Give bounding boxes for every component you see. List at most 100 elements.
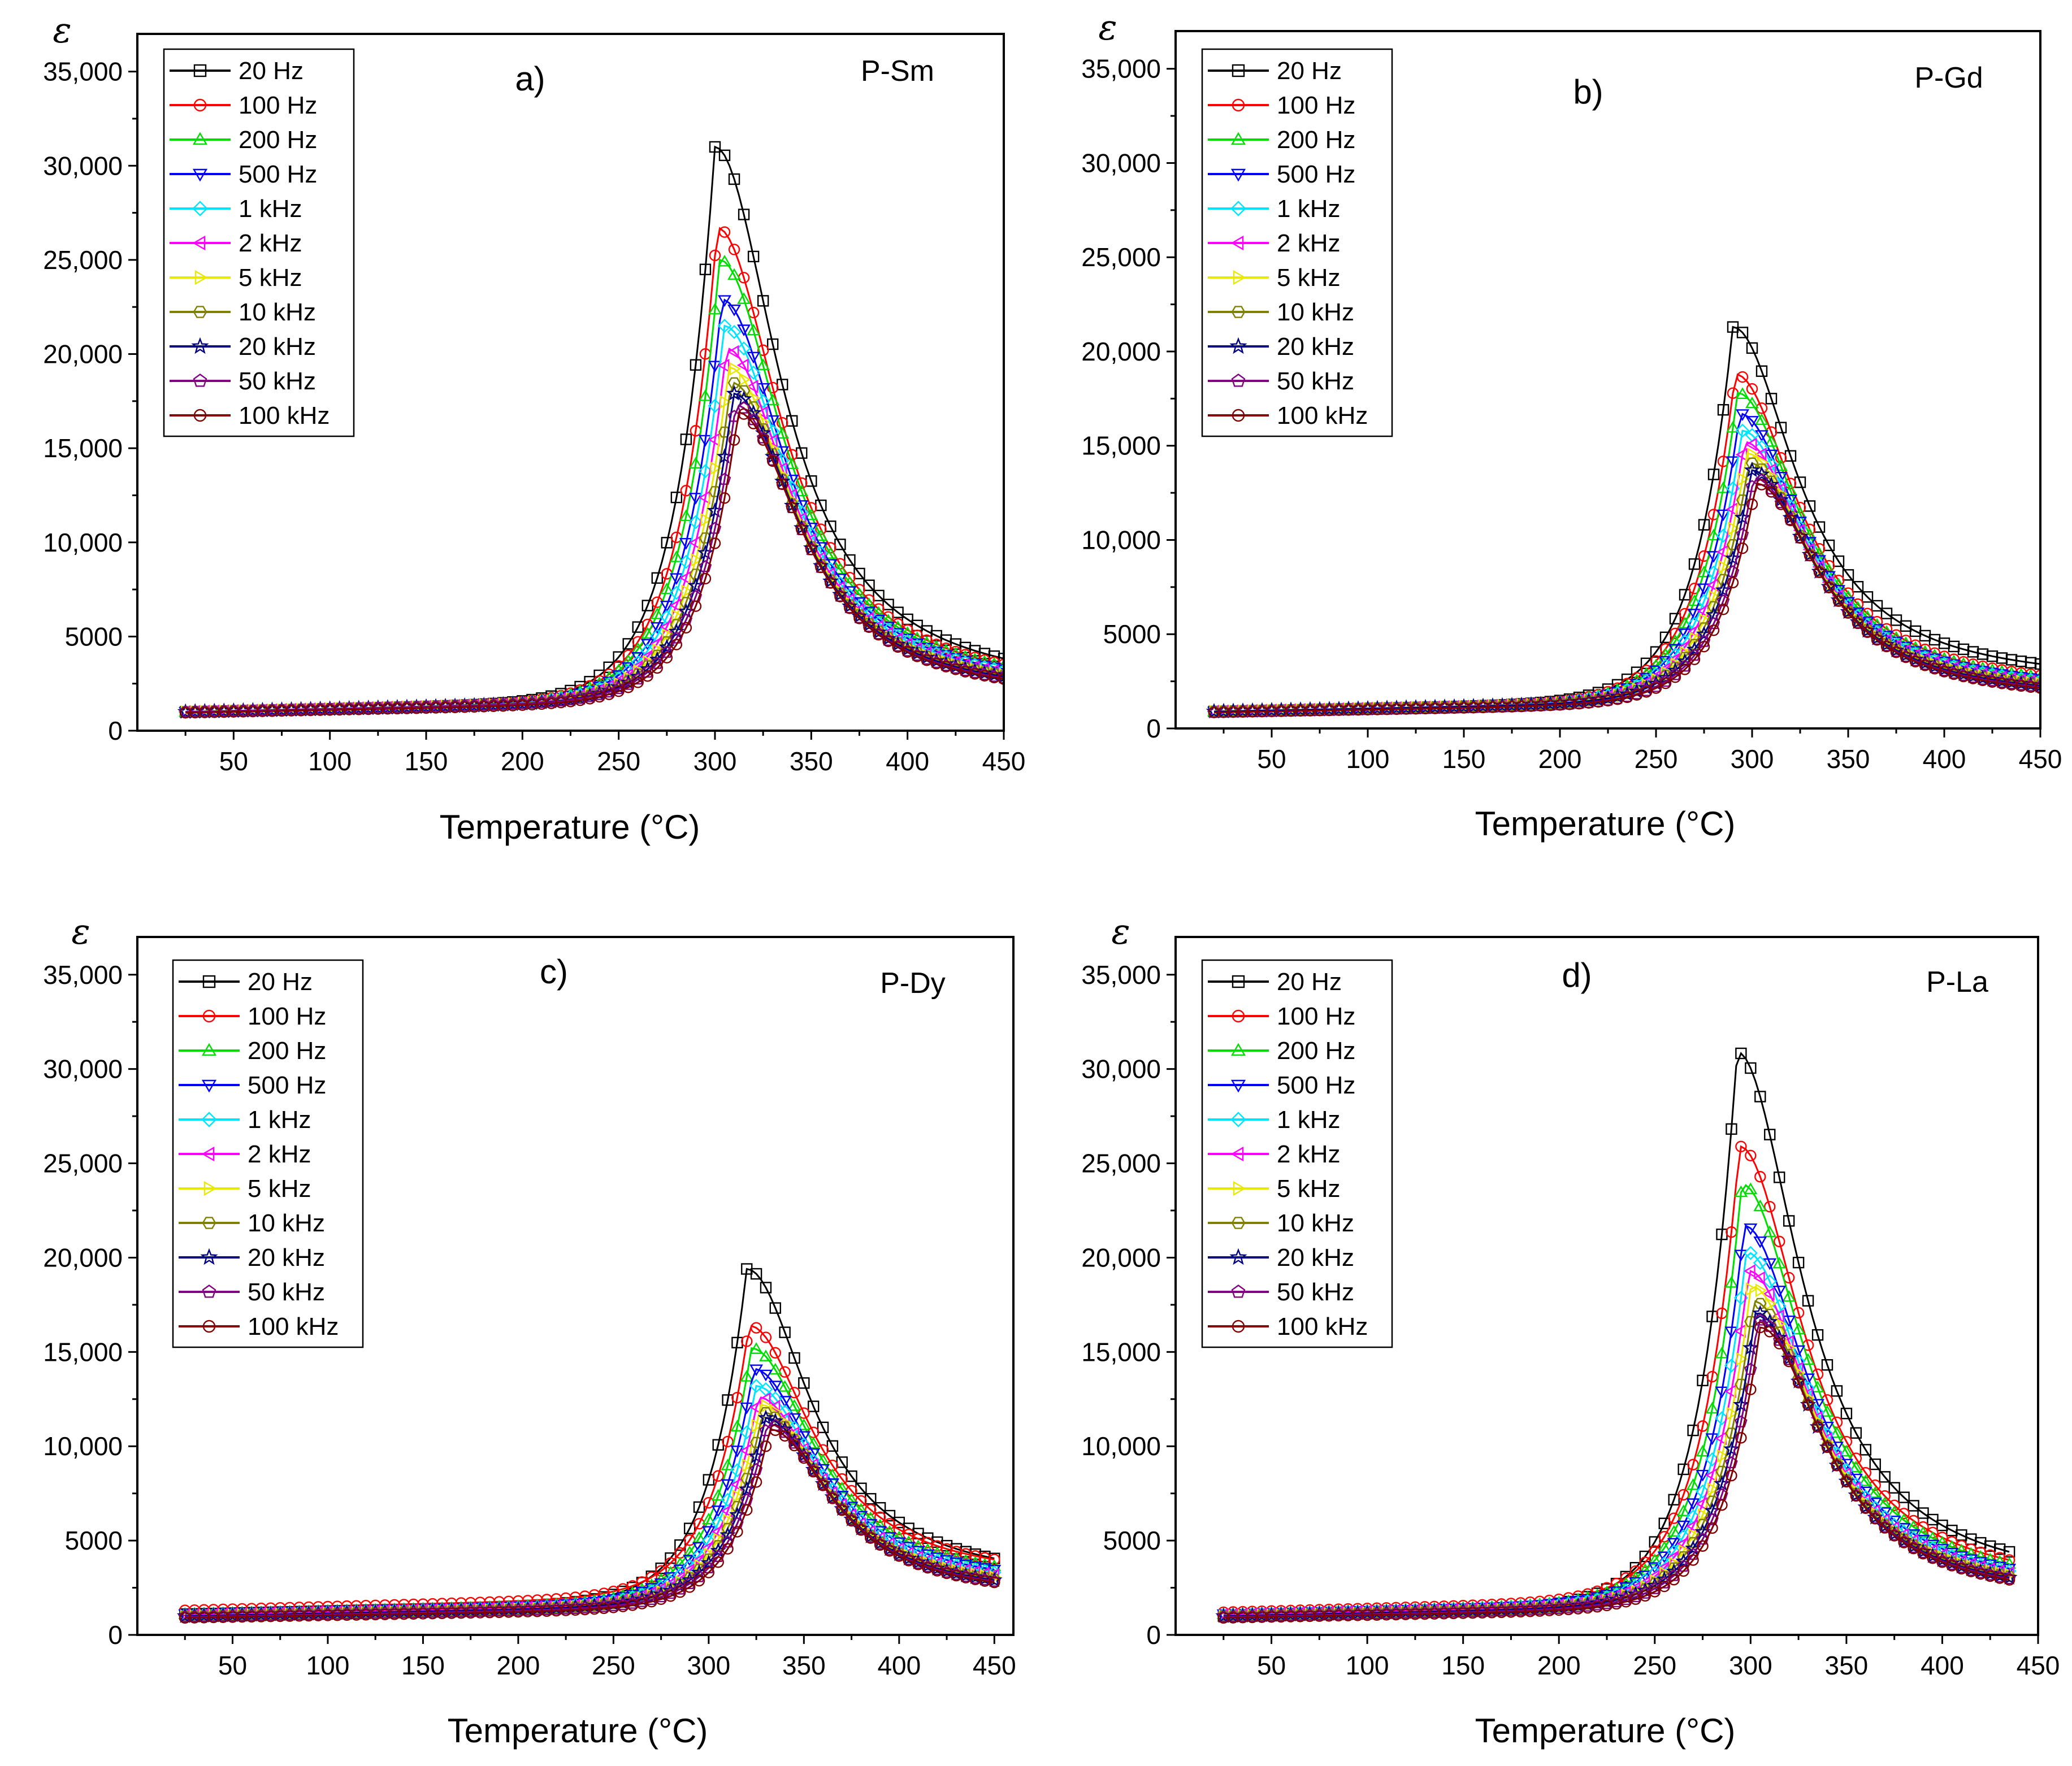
data-point (760, 1440, 772, 1452)
data-point (703, 1567, 715, 1578)
legend-swatch-marker (1230, 1043, 1246, 1056)
x-tick-label: 200 (501, 747, 544, 776)
legend-label: 5 kHz (248, 1175, 311, 1203)
y-tick-label: 15,000 (1081, 431, 1161, 461)
data-point (765, 434, 778, 448)
data-point (1717, 1449, 1729, 1463)
data-point (1698, 1508, 1710, 1522)
data-point (834, 591, 846, 602)
data-point (660, 582, 674, 595)
legend-swatch-marker (202, 1285, 216, 1298)
x-tick-label: 350 (1827, 744, 1870, 774)
data-point (700, 513, 713, 527)
series-line (185, 411, 1004, 714)
data-point (757, 344, 769, 356)
legend-item: 20 Hz (170, 57, 304, 85)
series-100-khz (1217, 1321, 2015, 1624)
data-point (989, 1576, 1000, 1589)
legend-item: 100 Hz (170, 92, 317, 119)
series-line (185, 392, 1004, 713)
data-point (1707, 601, 1720, 613)
legend-swatch-marker (201, 1112, 217, 1127)
legend-item: 200 Hz (1208, 126, 1355, 154)
data-point (698, 464, 713, 479)
legend-item: 100 kHz (1208, 1313, 1368, 1340)
data-point (998, 653, 1004, 665)
series-500-hz (178, 1364, 1002, 1621)
data-point (844, 554, 856, 566)
legend-label: 500 Hz (239, 160, 317, 188)
data-point (758, 1350, 773, 1361)
series-100-hz (179, 1322, 1000, 1616)
data-point (1696, 1484, 1710, 1499)
data-point (1755, 413, 1768, 426)
legend-swatch-marker (192, 235, 206, 251)
data-point (651, 662, 664, 674)
y-tick-label: 0 (108, 1620, 123, 1650)
data-point (1747, 448, 1759, 462)
data-point (1744, 462, 1761, 478)
data-point (1707, 528, 1720, 541)
legend-swatch-marker (193, 98, 207, 112)
data-point (718, 254, 732, 267)
data-point (1742, 1339, 1759, 1355)
legend-swatch-marker (1232, 975, 1245, 988)
data-point (738, 408, 750, 420)
panel-letter: c) (540, 953, 568, 991)
data-point (1762, 1287, 1775, 1301)
data-point (816, 1464, 830, 1476)
data-point (710, 461, 722, 475)
data-point (1707, 1482, 1719, 1496)
data-point (1745, 396, 1759, 409)
series-line (1223, 1312, 2010, 1617)
data-point (1871, 634, 1883, 646)
legend: 20 Hz 100 Hz 200 Hz 500 Hz 1 kHz 2 kHz 5 kHz 10… (163, 48, 355, 437)
x-tick-label: 150 (401, 1651, 445, 1680)
legend-label: 500 Hz (1277, 160, 1355, 188)
data-point (814, 529, 828, 541)
data-point (893, 1550, 905, 1562)
data-point (1869, 1513, 1881, 1525)
data-point (903, 1555, 914, 1567)
data-point (815, 561, 827, 574)
data-point (853, 613, 865, 624)
x-tick-label: 450 (2019, 744, 2062, 774)
data-point (1716, 1499, 1728, 1511)
data-point (728, 244, 740, 255)
data-point (727, 268, 742, 280)
data-point (673, 1564, 687, 1577)
legend-item: 100 kHz (179, 1313, 339, 1340)
data-point (1679, 1544, 1690, 1558)
data-point (1688, 609, 1701, 621)
data-point (1859, 1444, 1872, 1456)
data-point (1697, 1540, 1709, 1552)
data-point (727, 377, 741, 389)
data-point (1718, 559, 1731, 574)
series-100-khz (179, 408, 1004, 719)
series-1-khz (177, 1378, 1002, 1622)
legend-label: 100 Hz (1277, 1003, 1355, 1030)
series-line (1223, 1300, 2010, 1617)
series-line (185, 1368, 995, 1615)
legend-item: 2 kHz (1208, 229, 1340, 257)
data-point (750, 1322, 762, 1334)
legend-item: 20 kHz (170, 333, 316, 361)
legend-item: 1 kHz (1208, 195, 1340, 223)
data-point (825, 1478, 839, 1490)
data-point (835, 1481, 849, 1494)
data-point (1688, 653, 1701, 666)
y-tick-label: 25,000 (43, 245, 123, 275)
data-point (1782, 1353, 1796, 1365)
x-tick-label: 200 (497, 1651, 540, 1680)
data-point (747, 401, 760, 413)
data-point (853, 567, 865, 580)
data-point (756, 358, 770, 370)
y-tick-label: 10,000 (43, 1431, 123, 1461)
data-point (766, 381, 779, 394)
data-point (1737, 472, 1750, 486)
legend-label: 100 Hz (239, 92, 317, 119)
data-point (701, 1512, 716, 1525)
x-tick-label: 400 (1923, 744, 1966, 774)
x-tick-label: 300 (1731, 744, 1774, 774)
data-point (1917, 1507, 1929, 1519)
